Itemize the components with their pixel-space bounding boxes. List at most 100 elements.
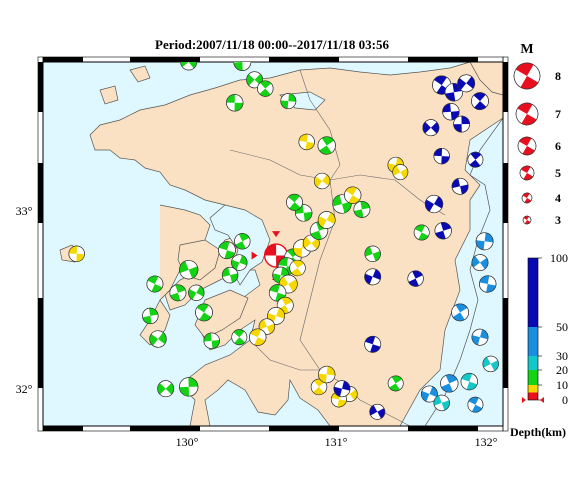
depth-tick-label: 10 bbox=[556, 378, 568, 392]
focal-mechanism bbox=[257, 80, 274, 97]
magnitude-legend-label: 3 bbox=[555, 213, 561, 227]
main-event-marker bbox=[272, 231, 281, 238]
focal-mechanism bbox=[442, 103, 460, 121]
focal-mechanism bbox=[433, 394, 450, 412]
magnitude-legend-ball bbox=[515, 102, 539, 126]
focal-mechanism bbox=[482, 355, 499, 373]
focal-mechanism bbox=[289, 259, 306, 277]
focal-mechanism bbox=[353, 200, 371, 218]
focal-mechanism bbox=[231, 329, 248, 346]
focal-mechanism bbox=[453, 115, 471, 133]
depth-zero-marker bbox=[522, 397, 526, 403]
focal-mechanism bbox=[246, 71, 264, 89]
shikoku-corner bbox=[469, 62, 503, 96]
amakusa-islands bbox=[194, 289, 249, 339]
focal-mechanism bbox=[471, 254, 489, 272]
focal-mechanism bbox=[392, 164, 409, 181]
focal-mechanism bbox=[313, 172, 331, 190]
magnitude-legend-label: 5 bbox=[555, 166, 561, 180]
frame-ticks bbox=[37, 56, 509, 432]
focal-mechanism bbox=[226, 94, 244, 112]
magnitude-legend-label: 7 bbox=[555, 107, 561, 121]
depth-color-band bbox=[528, 370, 538, 385]
focal-mechanism bbox=[180, 62, 198, 71]
focal-mechanism bbox=[142, 307, 159, 325]
focal-mechanism bbox=[68, 245, 85, 262]
focal-mechanism bbox=[234, 233, 251, 250]
lat-label-33: 33° bbox=[16, 204, 33, 218]
focal-mechanism bbox=[344, 186, 362, 204]
focal-mechanism bbox=[203, 332, 220, 349]
focal-mechanism bbox=[424, 194, 444, 214]
depth-color-band bbox=[528, 392, 538, 400]
focal-mechanism bbox=[444, 83, 464, 102]
focal-mechanism bbox=[433, 147, 450, 165]
focal-mechanism bbox=[407, 270, 424, 287]
focal-mechanism bbox=[317, 136, 336, 155]
focal-mechanism bbox=[451, 177, 469, 195]
focal-mechanism bbox=[440, 374, 459, 393]
depth-zero-marker bbox=[540, 397, 544, 403]
focal-mechanism bbox=[467, 151, 484, 168]
focal-mechanism bbox=[471, 92, 489, 110]
focal-mechanism bbox=[460, 372, 478, 391]
focal-mechanism bbox=[434, 222, 452, 240]
depth-color-band bbox=[528, 385, 538, 393]
magnitude-legend-label: 4 bbox=[555, 191, 561, 205]
focal-mechanism bbox=[179, 377, 199, 397]
depth-scale-title: Depth(km) bbox=[510, 425, 566, 439]
focal-mechanism bbox=[318, 365, 336, 384]
depth-scale-frame bbox=[527, 257, 539, 401]
focal-mechanism bbox=[149, 330, 167, 348]
focal-mechanism bbox=[422, 119, 440, 137]
depth-tick-label: 30 bbox=[556, 349, 568, 363]
focal-mechanism bbox=[467, 396, 484, 413]
eastern-sea bbox=[424, 117, 503, 426]
focal-mechanism bbox=[364, 245, 381, 262]
depth-tick-label: 20 bbox=[556, 363, 568, 377]
focal-mechanism bbox=[295, 204, 313, 222]
focal-mechanism bbox=[249, 328, 267, 346]
focal-mechanism bbox=[146, 275, 164, 293]
magnitude-legend-title: M bbox=[520, 42, 533, 57]
focal-mechanism bbox=[457, 74, 476, 93]
focal-mechanism bbox=[231, 254, 248, 271]
magnitude-legend-label: 8 bbox=[555, 69, 561, 83]
focal-mechanism bbox=[179, 260, 199, 280]
magnitude-legend-ball bbox=[522, 215, 532, 225]
map-title: Period:2007/11/18 00:00--2017/11/18 03:5… bbox=[155, 37, 389, 52]
lon-label-130: 130° bbox=[176, 435, 199, 449]
magnitude-legend-ball bbox=[519, 165, 535, 181]
focal-mechanism bbox=[317, 211, 336, 229]
focal-mechanism bbox=[188, 284, 205, 301]
magnitude-legend-ball bbox=[513, 62, 541, 90]
lon-label-131: 131° bbox=[325, 435, 348, 449]
focal-mechanism bbox=[280, 93, 297, 110]
focal-mechanism bbox=[298, 133, 315, 151]
lat-label-32: 32° bbox=[16, 382, 33, 396]
focal-mechanism bbox=[157, 380, 175, 398]
focal-mechanism bbox=[475, 232, 494, 251]
lon-label-132: 132° bbox=[475, 435, 498, 449]
depth-tick-label: 100 bbox=[550, 251, 568, 265]
focal-mechanism bbox=[387, 375, 404, 392]
main-event-marker bbox=[251, 251, 258, 260]
focal-mechanism bbox=[286, 193, 303, 211]
focal-mechanism bbox=[233, 62, 252, 71]
depth-tick-label: 0 bbox=[562, 393, 568, 407]
focal-mechanism bbox=[451, 303, 469, 322]
goto-island-3 bbox=[129, 65, 151, 83]
goto-island-2 bbox=[99, 85, 119, 105]
magnitude-legend: M 8 7 6 5 4 3 bbox=[513, 42, 561, 227]
focal-mechanism bbox=[413, 224, 430, 241]
depth-color-band bbox=[528, 327, 538, 356]
focal-mechanism bbox=[479, 275, 497, 293]
depth-tick-label: 50 bbox=[556, 320, 568, 334]
focal-mechanism bbox=[195, 303, 213, 322]
depth-color-band bbox=[528, 356, 538, 370]
earthquake-events bbox=[68, 62, 499, 420]
focal-mechanism bbox=[221, 266, 239, 284]
